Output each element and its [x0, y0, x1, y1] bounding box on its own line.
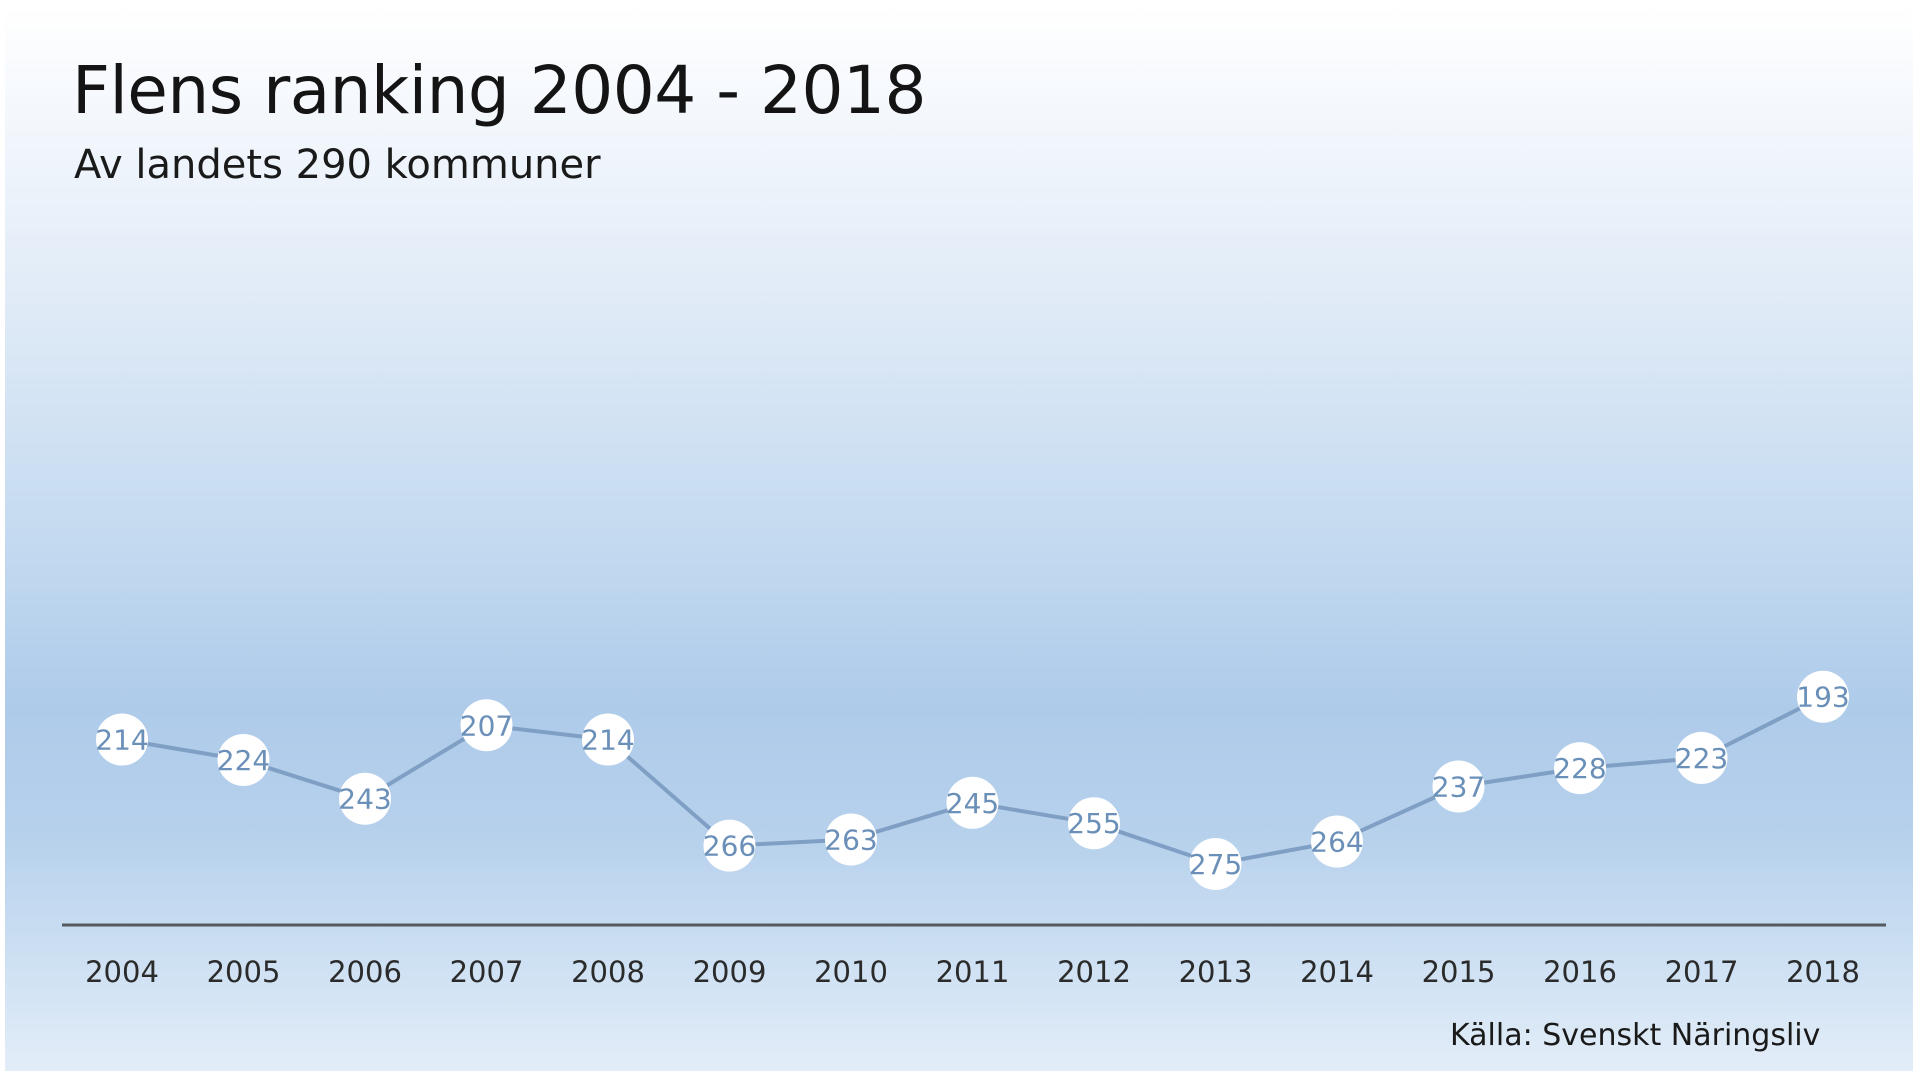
x-tick-label-2014: 2014 [1300, 955, 1374, 989]
x-tick-label-2010: 2010 [814, 955, 888, 989]
x-tick-label-2004: 2004 [85, 955, 159, 989]
data-label-2015: 237 [1432, 770, 1485, 803]
chart-subtitle: Av landets 290 kommuner [74, 142, 601, 188]
data-point-2015 [1432, 760, 1485, 813]
data-point-2013 [1189, 838, 1242, 890]
data-point-2005 [217, 733, 270, 786]
data-label-2014: 264 [1310, 826, 1363, 859]
data-label-2013: 275 [1189, 848, 1242, 881]
chart-background-panel [5, 5, 1913, 1071]
data-markers [96, 670, 1849, 890]
x-tick-label-2016: 2016 [1543, 955, 1617, 989]
chart-title: Flens ranking 2004 - 2018 [72, 52, 926, 129]
data-point-2009 [703, 819, 756, 872]
data-point-2017 [1675, 731, 1728, 784]
data-point-2008 [582, 713, 634, 766]
x-tick-label-2008: 2008 [571, 955, 645, 989]
data-point-2011 [946, 776, 999, 829]
data-labels: 214 224 243 207 214 266 263 245 255 275 264 237 228 2… [95, 681, 1849, 881]
data-label-2011: 245 [946, 787, 999, 820]
x-tick-label-2009: 2009 [693, 955, 767, 989]
data-point-2018 [1797, 670, 1849, 723]
x-tick-label-2011: 2011 [936, 955, 1010, 989]
data-label-2006: 243 [338, 783, 391, 816]
data-point-2012 [1068, 797, 1120, 850]
x-tick-label-2012: 2012 [1057, 955, 1131, 989]
x-tick-label-2007: 2007 [450, 955, 524, 989]
data-point-2010 [825, 813, 877, 866]
x-tick-label-2018: 2018 [1786, 955, 1860, 989]
data-point-2014 [1311, 815, 1363, 868]
x-tick-label-2006: 2006 [328, 955, 402, 989]
data-label-2018: 193 [1796, 681, 1849, 714]
x-tick-labels: 2004 2005 2006 2007 2008 2009 2010 2011 2012 2013… [85, 955, 1860, 989]
source-annotation: Källa: Svenskt Näringsliv [1450, 1018, 1821, 1053]
data-point-2006 [339, 772, 391, 825]
data-label-2007: 207 [460, 709, 513, 742]
x-tick-label-2005: 2005 [207, 955, 281, 989]
data-label-2004: 214 [95, 724, 148, 757]
data-point-2004 [96, 713, 148, 766]
x-tick-label-2015: 2015 [1422, 955, 1496, 989]
x-tick-label-2017: 2017 [1665, 955, 1739, 989]
data-point-2007 [460, 699, 513, 752]
x-tick-label-2013: 2013 [1179, 955, 1253, 989]
data-label-2012: 255 [1067, 807, 1120, 840]
data-label-2005: 224 [217, 744, 270, 777]
data-label-2008: 214 [581, 724, 634, 757]
data-label-2010: 263 [824, 824, 877, 857]
data-label-2009: 266 [703, 830, 756, 863]
data-label-2016: 228 [1553, 752, 1606, 785]
data-point-2016 [1554, 742, 1606, 795]
data-label-2017: 223 [1675, 742, 1728, 775]
